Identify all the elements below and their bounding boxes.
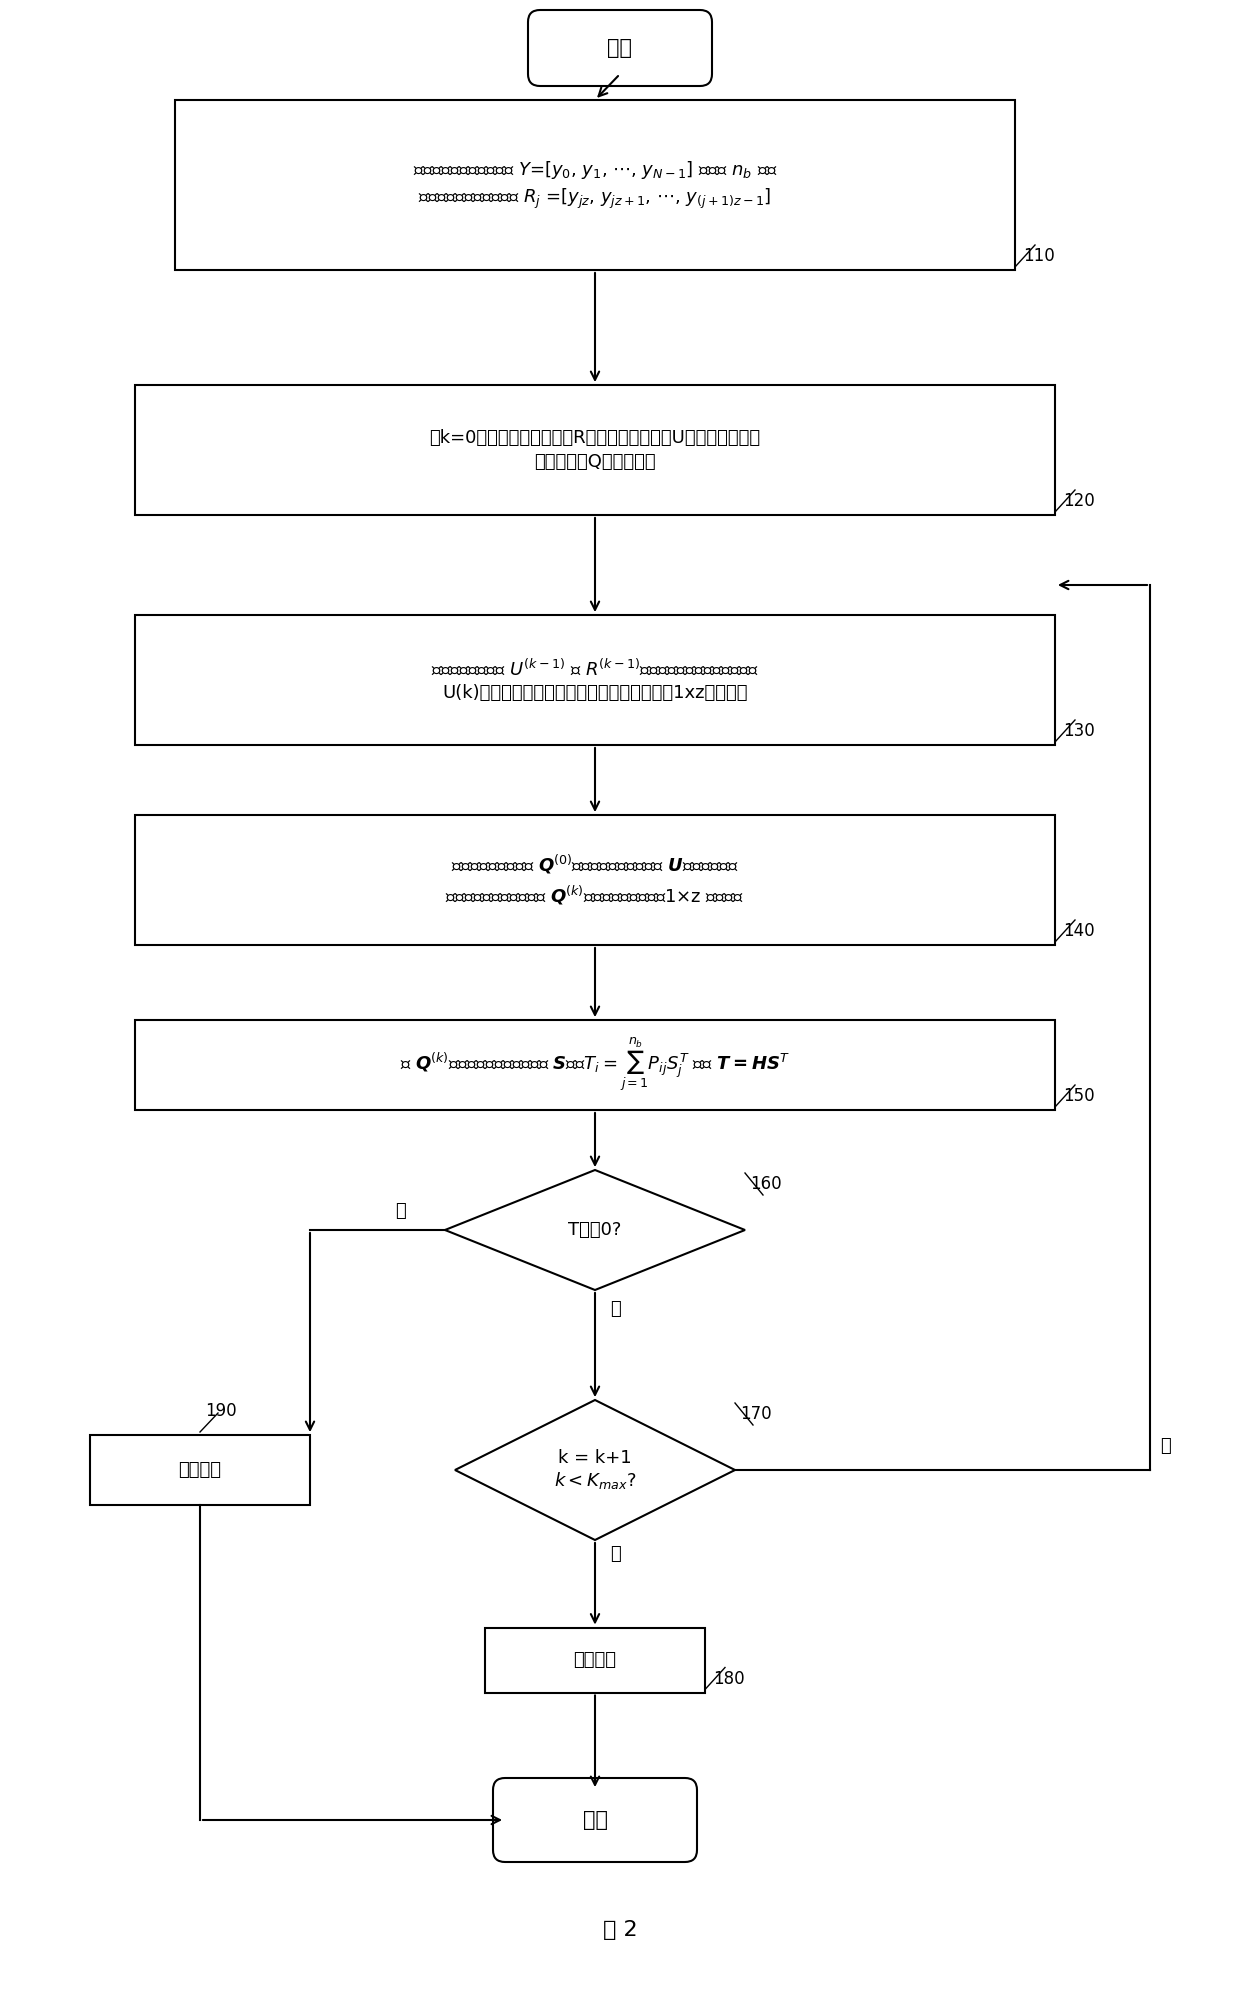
Text: k = k+1
$k < K_{max}$?: k = k+1 $k < K_{max}$?: [554, 1448, 636, 1492]
Text: 150: 150: [1063, 1088, 1095, 1106]
Bar: [175, 99, 1016, 271]
Text: 160: 160: [750, 1175, 781, 1193]
Text: T为全0?: T为全0?: [568, 1221, 621, 1239]
Bar: [135, 815, 1055, 945]
Text: 否: 否: [610, 1301, 621, 1319]
Text: 是: 是: [610, 1545, 621, 1563]
Polygon shape: [445, 1170, 745, 1291]
Text: 根据上一次迭代的 $U^{(k-1)}$ 和 $R^{(k-1)}$，更新本次迭代的边信息矩阵
U(k)，实现节点更新，计算基本单位都是基于1xz的行向量: 根据上一次迭代的 $U^{(k-1)}$ 和 $R^{(k-1)}$，更新本次迭…: [430, 658, 759, 702]
Text: 190: 190: [205, 1402, 237, 1420]
Text: 译码成功: 译码成功: [179, 1462, 222, 1480]
FancyBboxPatch shape: [494, 1778, 697, 1862]
Bar: [485, 1627, 706, 1693]
Bar: [135, 615, 1055, 746]
Text: 130: 130: [1063, 722, 1095, 740]
FancyBboxPatch shape: [528, 10, 712, 86]
Text: 译码失败: 译码失败: [573, 1651, 616, 1669]
Text: 110: 110: [1023, 247, 1055, 265]
Bar: [135, 1020, 1055, 1110]
Text: 令k=0，利用接收数据数组R对边信息向量矩阵U和码字对数似然
比向量数组Q进行初始化: 令k=0，利用接收数据数组R对边信息向量矩阵U和码字对数似然 比向量数组Q进行初…: [429, 430, 760, 471]
Text: 否: 否: [1159, 1436, 1171, 1456]
Bar: [91, 1434, 310, 1506]
Bar: [135, 386, 1055, 515]
Text: 开始: 开始: [608, 38, 632, 58]
Text: 170: 170: [740, 1404, 771, 1422]
Text: 120: 120: [1063, 491, 1095, 509]
Text: 结束: 结束: [583, 1810, 608, 1830]
Text: 对 $\boldsymbol{Q}^{(k)}$进行硬判决得到向量数组 $\boldsymbol{S}$，由$T_i = \sum_{j=1}^{n_b} P_: 对 $\boldsymbol{Q}^{(k)}$进行硬判决得到向量数组 $\bo…: [401, 1036, 790, 1094]
Polygon shape: [455, 1400, 735, 1539]
Text: 图 2: 图 2: [603, 1919, 637, 1939]
Text: 将输入译码器的接收数据 $\mathit{Y}$=[$y_0$, $y_1$, $\cdots$, $y_{N-1}$] 划分为 $n_b$ 组，
令接收序列向: 将输入译码器的接收数据 $\mathit{Y}$=[$y_0$, $y_1$, …: [413, 159, 777, 211]
Text: 根据最初对数似然比 $\boldsymbol{Q}^{(0)}$和本次迭代边信息矩阵 $\boldsymbol{U}$，计算本次迭
代的码字对数似然比数组 $\: 根据最初对数似然比 $\boldsymbol{Q}^{(0)}$和本次迭代边信息…: [445, 853, 745, 907]
Text: 140: 140: [1063, 923, 1095, 941]
Text: 是: 是: [394, 1201, 405, 1219]
Text: 180: 180: [713, 1669, 745, 1687]
